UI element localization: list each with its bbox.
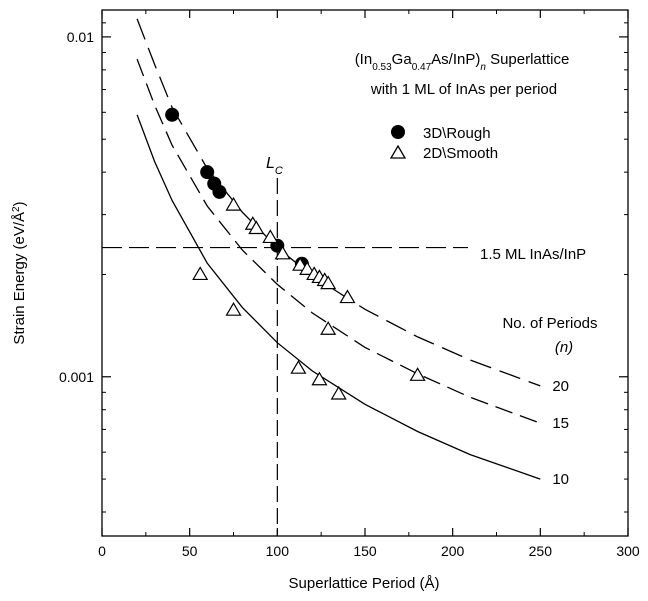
point-2d-smooth	[320, 275, 337, 290]
y-tick-label: 0.01	[67, 29, 94, 45]
point-2d-smooth	[262, 229, 279, 244]
point-2d-smooth	[248, 220, 265, 235]
point-2d-smooth	[330, 385, 347, 400]
curve-n-20	[136, 18, 541, 387]
chart-title-line-1: (In0.53Ga0.47As/InP)n Superlattice	[355, 51, 570, 73]
point-2d-smooth	[311, 371, 328, 386]
periods-label: No. of Periods	[502, 315, 597, 332]
x-tick-label: 150	[353, 543, 377, 559]
chart-title-line-2: with 1 ML of InAs per period	[370, 81, 557, 98]
point-2d-smooth	[320, 321, 337, 335]
curve-label-15: 15	[552, 415, 569, 432]
point-2d-smooth	[299, 261, 316, 275]
y-tick-label: 0.001	[59, 369, 94, 385]
axis-ticks: 0 50 100 150 200 250 300 0.01 0.001	[59, 10, 640, 559]
point-2d-smooth	[290, 359, 307, 374]
x-tick-label: 250	[529, 543, 553, 559]
point-2d-smooth	[274, 245, 291, 260]
x-tick-label: 0	[98, 543, 106, 559]
point-2d-smooth	[225, 302, 242, 316]
period-curves: 20 15 10	[136, 18, 569, 488]
curve-n-10	[136, 114, 541, 480]
x-axis-label: Superlattice Period (Å)	[289, 575, 440, 592]
curve-label-10: 10	[552, 471, 569, 488]
legend-3d-rough-marker	[391, 125, 405, 139]
critical-length-label: LC	[266, 155, 283, 177]
data-points	[165, 107, 426, 400]
legend-2d-smooth-label: 2D\Smooth	[423, 145, 498, 162]
x-tick-label: 200	[441, 543, 465, 559]
horizontal-line-label: 1.5 ML InAs/InP	[480, 246, 586, 263]
x-tick-label: 300	[616, 543, 640, 559]
point-2d-smooth	[192, 266, 209, 281]
point-2d-smooth	[339, 289, 356, 304]
reference-lines	[102, 178, 468, 536]
periods-label-n: (n)	[555, 339, 573, 356]
x-tick-label: 100	[266, 543, 290, 559]
point-3d-rough	[200, 165, 215, 180]
curve-n-15	[136, 58, 541, 424]
point-2d-smooth	[292, 256, 309, 271]
point-3d-rough	[165, 107, 180, 122]
point-3d-rough	[212, 184, 227, 199]
point-2d-smooth	[225, 196, 242, 211]
y-axis-label: Strain Energy (eV/Å2)	[11, 201, 29, 344]
legend-2d-smooth-marker	[389, 144, 407, 159]
curve-label-20: 20	[552, 378, 569, 395]
point-2d-smooth	[409, 367, 426, 381]
x-tick-label: 50	[182, 543, 198, 559]
legend-3d-rough-label: 3D\Rough	[423, 125, 491, 142]
